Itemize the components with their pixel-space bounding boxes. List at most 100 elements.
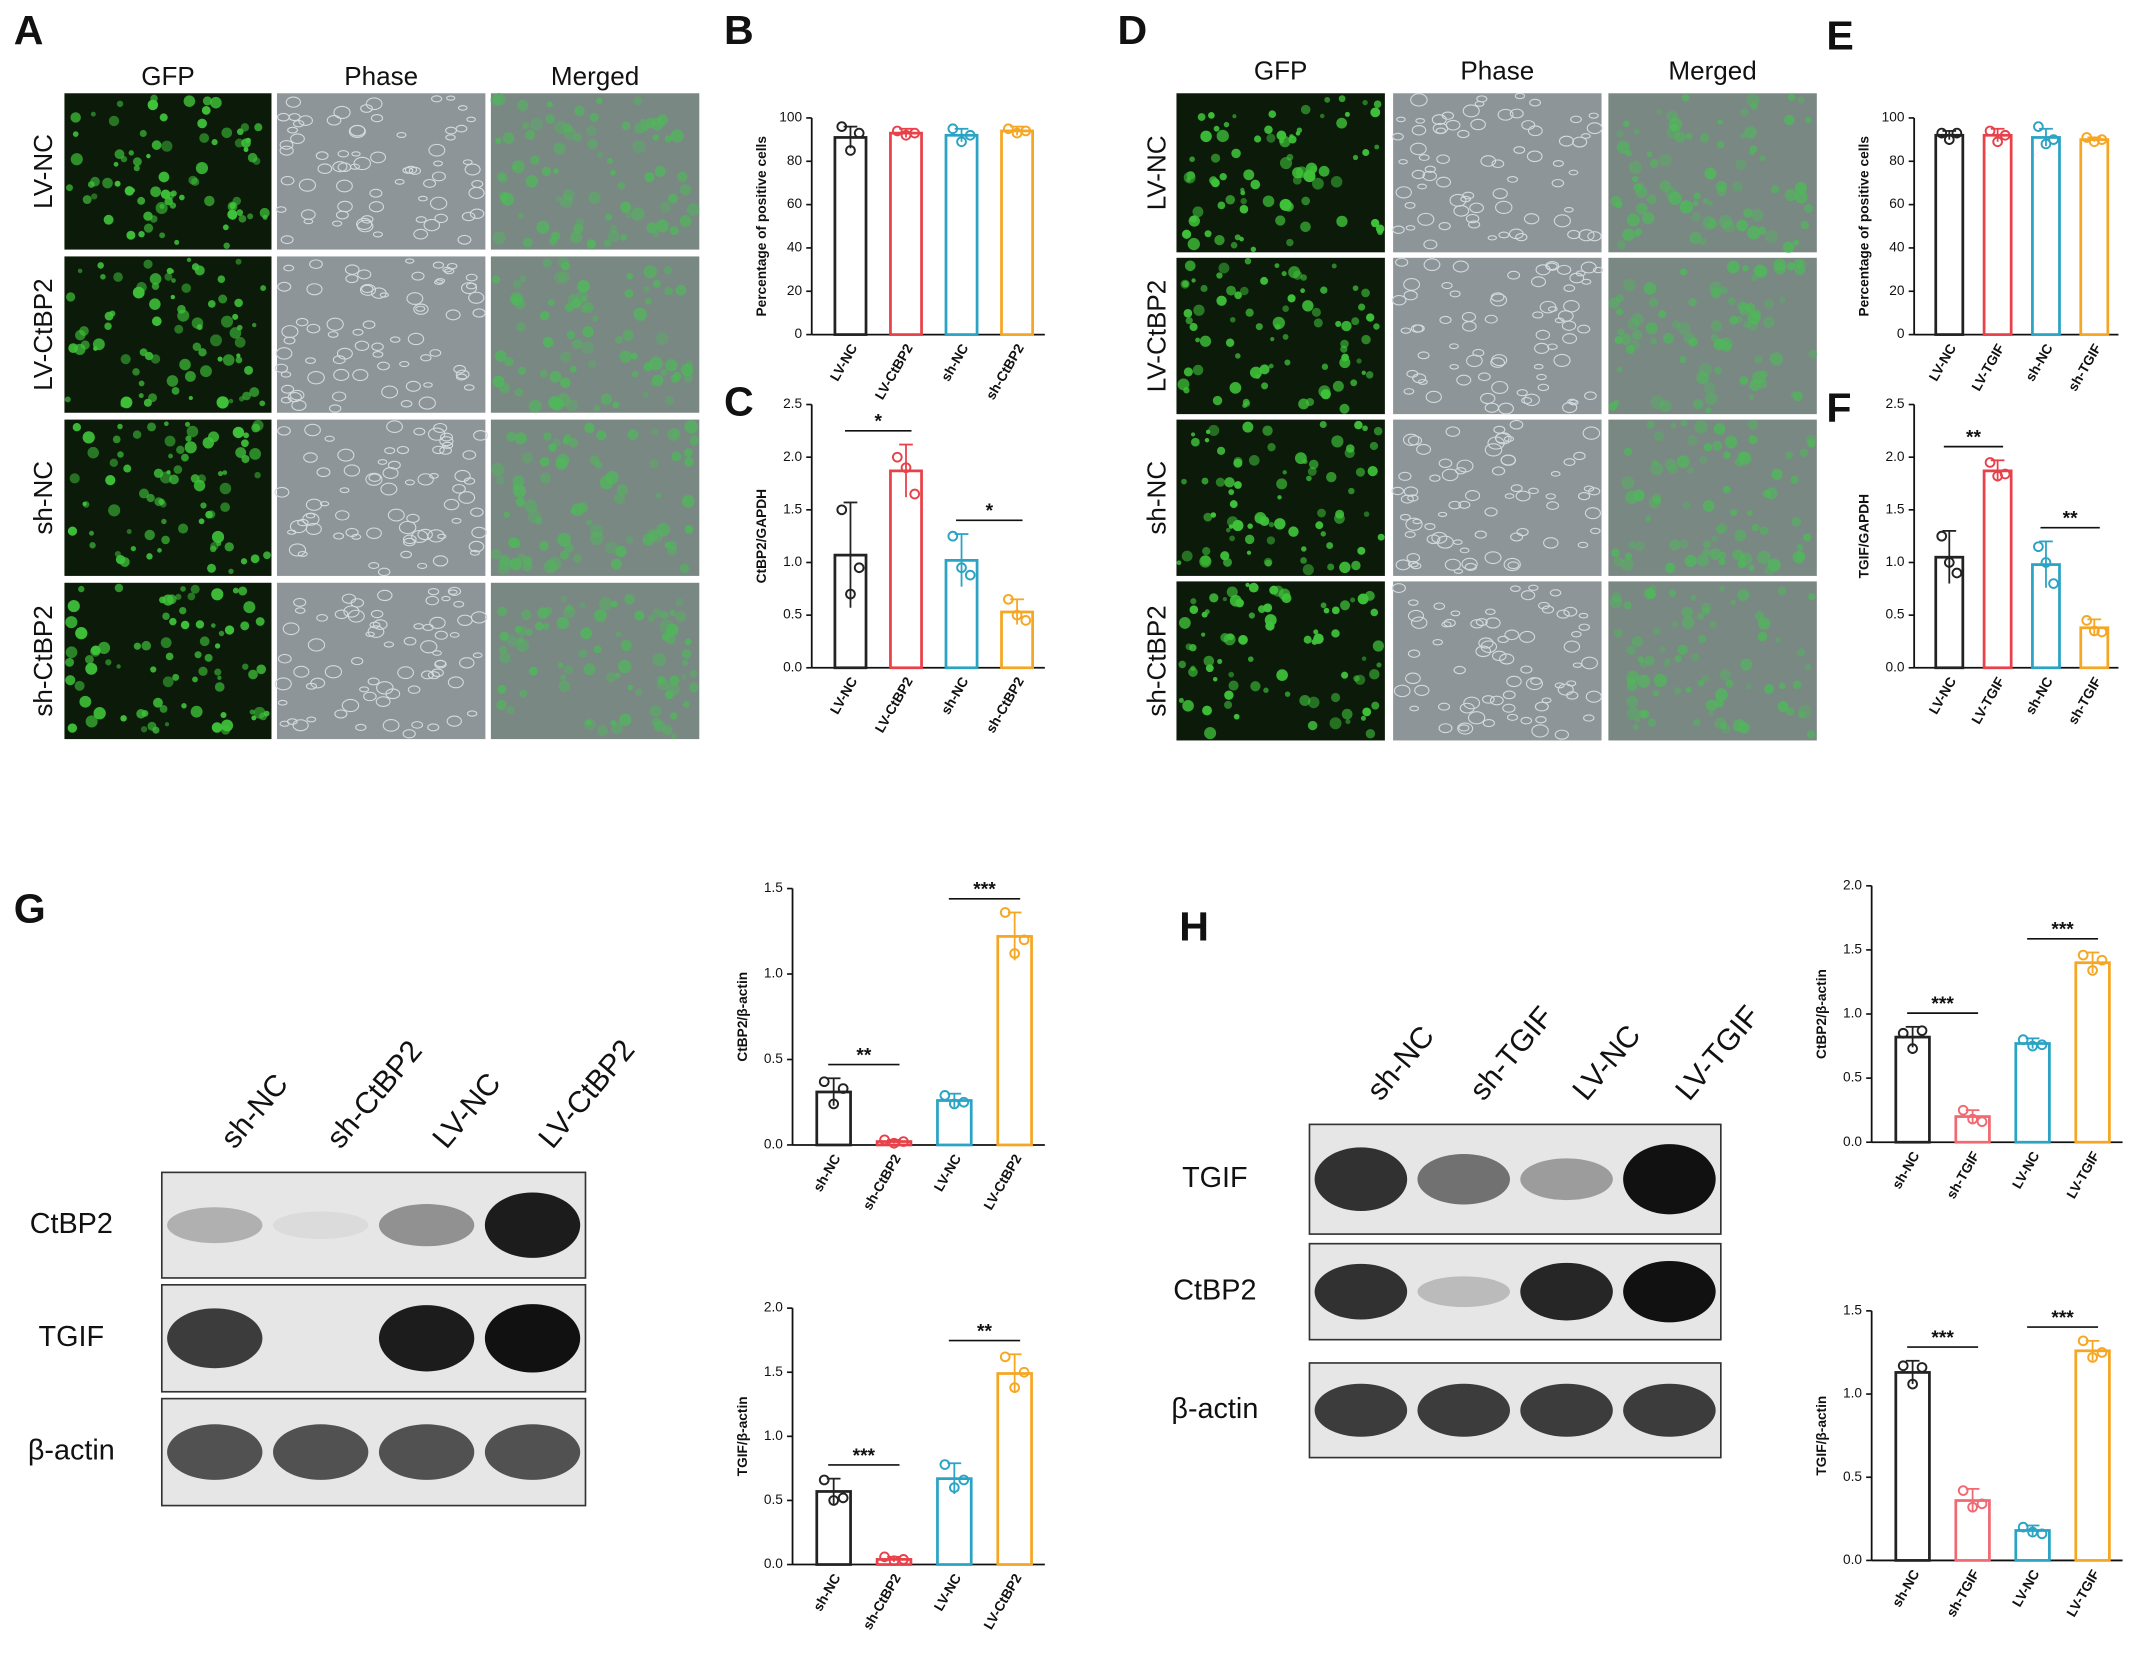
cell <box>411 721 424 729</box>
cell <box>1633 489 1645 502</box>
cell <box>1423 258 1441 272</box>
cell <box>1485 608 1496 616</box>
data-point <box>1967 1113 1978 1125</box>
cell <box>1549 589 1562 597</box>
cell <box>1547 343 1558 350</box>
cell <box>572 339 583 349</box>
cell <box>1452 260 1469 273</box>
cell <box>1621 476 1635 490</box>
cell <box>1474 530 1487 539</box>
cell <box>1298 398 1310 410</box>
cell <box>634 688 643 697</box>
cell <box>1248 612 1255 619</box>
cell <box>681 495 695 508</box>
cell <box>659 619 673 633</box>
data-point <box>888 1137 900 1149</box>
cell <box>1704 392 1718 405</box>
cell <box>1699 237 1707 246</box>
cell <box>1707 200 1713 207</box>
cell <box>1665 658 1671 664</box>
cell <box>1626 213 1640 227</box>
cell <box>1563 458 1576 467</box>
cell <box>1303 635 1312 644</box>
row-label: sh-CtBP2 <box>1142 605 1172 716</box>
cell <box>571 298 582 309</box>
cell <box>1183 367 1193 377</box>
cell <box>66 292 76 302</box>
cell <box>91 193 98 200</box>
cell <box>1510 484 1523 493</box>
x-tick-label: sh-NC <box>810 1152 843 1195</box>
cell <box>1341 671 1349 679</box>
cell <box>149 273 162 285</box>
cell <box>428 143 446 157</box>
cell <box>614 336 623 344</box>
data-point <box>1907 1378 1918 1390</box>
bar <box>2031 136 2061 336</box>
cell <box>1659 646 1666 653</box>
cell <box>1709 548 1722 560</box>
data-point <box>836 121 848 132</box>
cell <box>1457 129 1470 139</box>
cell <box>207 563 216 573</box>
protein-label: TGIF <box>39 1321 105 1353</box>
cell <box>665 359 678 372</box>
cell <box>298 178 317 192</box>
cell <box>563 189 575 201</box>
cell <box>536 220 550 234</box>
cell <box>1491 354 1508 367</box>
cell <box>190 584 200 594</box>
cell <box>1557 683 1574 696</box>
cell <box>1751 274 1758 282</box>
cell <box>1487 235 1497 241</box>
cell <box>563 123 573 133</box>
cell <box>1694 420 1708 434</box>
cell <box>634 610 645 621</box>
cell <box>1714 698 1724 708</box>
cell <box>1632 724 1639 730</box>
micrograph <box>1176 93 1385 253</box>
cell <box>406 513 420 523</box>
cell <box>1677 644 1688 655</box>
column-label: GFP <box>1254 56 1308 86</box>
y-axis-label: CtBP2/β-actin <box>1814 969 1829 1059</box>
cell <box>632 140 646 154</box>
cell <box>675 284 687 296</box>
cell <box>1216 272 1223 279</box>
cell <box>75 627 88 640</box>
cell <box>509 557 522 571</box>
cell <box>1750 102 1758 110</box>
cell <box>455 373 468 381</box>
cell <box>170 294 175 300</box>
cell <box>655 219 669 233</box>
cell <box>1276 669 1288 681</box>
cell <box>594 609 607 622</box>
cell <box>599 597 613 611</box>
cell <box>496 699 507 711</box>
cell <box>686 203 700 217</box>
cell <box>1646 194 1657 205</box>
data-point <box>947 530 959 542</box>
cell <box>1332 380 1344 392</box>
cell <box>1716 523 1728 534</box>
cell <box>146 493 155 503</box>
x-tick-label: LV-NC <box>1926 341 1959 383</box>
cell <box>655 332 669 346</box>
cell <box>1181 229 1192 239</box>
cell <box>1698 634 1707 644</box>
cell <box>1407 435 1423 446</box>
micrograph-background <box>490 582 700 740</box>
cell <box>1721 724 1731 734</box>
cell <box>288 113 301 122</box>
cell <box>1362 99 1368 106</box>
cell <box>498 645 508 654</box>
cell <box>1200 555 1211 566</box>
cell <box>1749 379 1761 391</box>
data-point <box>1984 457 1996 468</box>
cell <box>1457 722 1474 735</box>
cell <box>664 395 675 406</box>
cell <box>541 166 552 177</box>
cell <box>1438 458 1453 469</box>
cell <box>1433 602 1446 610</box>
